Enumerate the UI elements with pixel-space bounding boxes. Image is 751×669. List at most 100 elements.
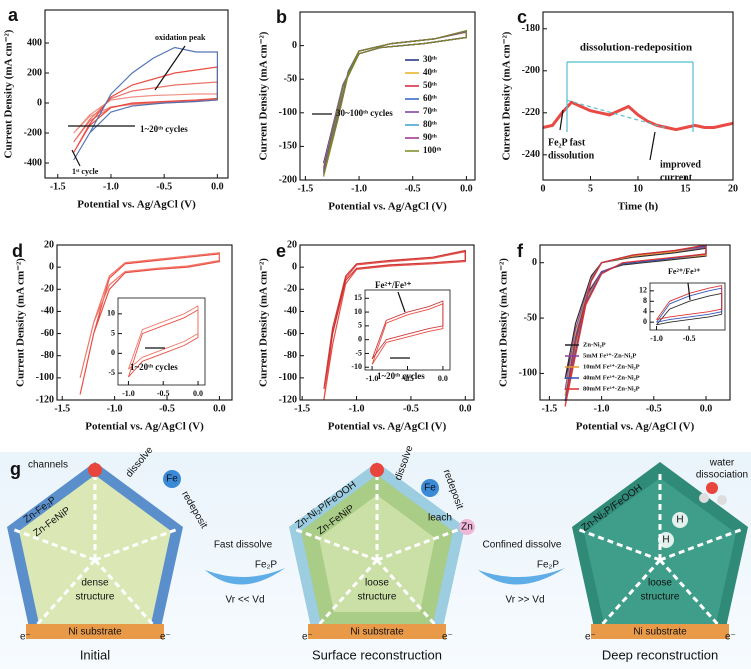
x-tick-label: -1.5 bbox=[54, 403, 70, 414]
y-tick-label: -20 bbox=[284, 284, 297, 295]
y-tick-label: -80 bbox=[41, 350, 54, 361]
zn-ion bbox=[459, 519, 475, 535]
annotation: Fe₂P fast bbox=[548, 137, 586, 148]
y-tick-label: -5 bbox=[355, 348, 362, 357]
arrow bbox=[559, 109, 564, 131]
annotation: 1~20ᵗʰ cycles bbox=[130, 362, 178, 372]
x-tick-label: 0 bbox=[541, 183, 546, 194]
annotation: dissolution bbox=[548, 150, 595, 161]
plot-frame bbox=[44, 9, 229, 179]
y-tick-label: 5 bbox=[358, 321, 362, 330]
electron: e⁻ bbox=[160, 632, 171, 643]
plot-frame bbox=[299, 11, 476, 181]
x-tick-label: -1.5 bbox=[541, 403, 557, 414]
y-tick-label: -60 bbox=[41, 328, 54, 339]
arrow bbox=[397, 291, 406, 313]
plot-frame bbox=[649, 282, 726, 331]
stage-initial: Ni substrate Zn-Fe₂P Zn-FeNiP dense stru… bbox=[7, 445, 209, 662]
series-line bbox=[323, 30, 467, 171]
x-tick-label: -0.5 bbox=[401, 374, 414, 383]
y-tick-label: 0 bbox=[37, 97, 42, 108]
legend-label: 80ᵗʰ bbox=[423, 119, 437, 129]
x-tick-label: -0.5 bbox=[403, 403, 419, 414]
x-tick-label: -1.0 bbox=[650, 334, 663, 343]
electron: e⁻ bbox=[302, 632, 313, 643]
annotation: 1~20ᵗʰ cycles bbox=[140, 124, 188, 134]
core-label: dense bbox=[81, 578, 109, 589]
x-tick-label: 15 bbox=[681, 183, 691, 194]
arrow bbox=[71, 149, 81, 167]
x-tick-label: -0.5 bbox=[646, 403, 662, 414]
y-tick-label: 0 bbox=[358, 334, 362, 343]
legend-label: 60ᵗʰ bbox=[423, 93, 437, 103]
y-tick-label: -100 bbox=[519, 368, 537, 379]
y-tick-label: -220 bbox=[522, 107, 540, 118]
x-tick-label: -1.0 bbox=[594, 403, 610, 414]
annotation: current bbox=[660, 172, 693, 183]
arrow bbox=[687, 282, 691, 301]
series-line bbox=[656, 285, 723, 321]
label: Fe bbox=[166, 474, 178, 485]
x-tick-label: -1.0 bbox=[122, 389, 135, 398]
series-line bbox=[323, 30, 467, 169]
x-tick-label: 0.0 bbox=[211, 181, 224, 192]
caption: Deep reconstruction bbox=[602, 647, 718, 662]
y-axis-label: Current Density (mA cm⁻²) bbox=[501, 31, 513, 160]
y-axis-label: Current Density (mA cm⁻²) bbox=[258, 31, 270, 160]
y-tick-label: 12 bbox=[639, 286, 647, 295]
core-label: structure bbox=[76, 592, 115, 603]
x-tick-label: -0.5 bbox=[156, 181, 172, 192]
y-tick-label: -180 bbox=[522, 23, 540, 34]
series-line bbox=[566, 99, 665, 129]
y-tick-label: -40 bbox=[284, 306, 297, 317]
x-axis-label: Potential vs. Ag/AgCl (V) bbox=[576, 421, 695, 433]
x-tick-label: 20 bbox=[728, 183, 738, 194]
x-tick-label: -1.0 bbox=[107, 403, 123, 414]
series-line bbox=[323, 30, 467, 173]
y-tick-label: -100 bbox=[279, 107, 297, 118]
y-tick-label: -150 bbox=[279, 141, 297, 152]
annotation: Fe²⁺/Fe³⁺ bbox=[375, 280, 412, 290]
x-tick-label: -1.5 bbox=[294, 403, 310, 414]
y-tick-label: -100 bbox=[279, 372, 297, 383]
rate: Vr >> Vd bbox=[505, 595, 544, 606]
y-tick-label: 0 bbox=[643, 317, 647, 326]
x-tick-label: -1.0 bbox=[351, 183, 367, 194]
transition-label: Fast dissolve bbox=[214, 540, 273, 551]
plot-frame bbox=[299, 244, 475, 401]
y-tick-label: -40 bbox=[41, 306, 54, 317]
substrate bbox=[308, 624, 446, 639]
substrate-label: Ni substrate bbox=[633, 627, 687, 638]
y-tick-label: 0 bbox=[532, 257, 537, 268]
x-axis-label: Time (h) bbox=[618, 201, 659, 213]
transition: Fast dissolve Fe₂P Vr << Vd bbox=[205, 540, 285, 606]
y-tick-label: 400 bbox=[27, 37, 42, 48]
inner-core bbox=[319, 495, 435, 612]
x-tick-label: 0.0 bbox=[459, 403, 472, 414]
substrate bbox=[26, 624, 164, 639]
core-label: loose bbox=[365, 578, 389, 589]
core-label: structure bbox=[641, 592, 680, 603]
series-line bbox=[323, 31, 467, 164]
label: dissociation bbox=[696, 470, 748, 481]
annotation: 30~100ᵗʰ cycles bbox=[336, 108, 393, 118]
arrow bbox=[154, 45, 186, 91]
electron: e⁻ bbox=[585, 632, 596, 643]
y-tick-label: -100 bbox=[36, 372, 54, 383]
series-line bbox=[127, 305, 199, 370]
x-tick-label: -0.5 bbox=[405, 183, 421, 194]
x-tick-label: 0.0 bbox=[700, 403, 713, 414]
x-tick-label: 5 bbox=[588, 183, 593, 194]
annotation: dissolution-redeposition bbox=[580, 42, 692, 54]
x-tick-label: -0.5 bbox=[159, 403, 175, 414]
legend-label: 90ᵗʰ bbox=[423, 132, 437, 142]
panel-label: d bbox=[12, 241, 23, 261]
oh-ion bbox=[88, 463, 102, 477]
series-line bbox=[323, 31, 467, 167]
y-axis-label: Current Density (mA cm⁻²) bbox=[3, 29, 15, 158]
legend-label: 70ᵗʰ bbox=[423, 106, 437, 116]
y-tick-label: -200 bbox=[24, 127, 42, 138]
x-tick-label: 0.0 bbox=[193, 389, 203, 398]
legend-label: 40ᵗʰ bbox=[423, 67, 437, 77]
legend-label: Zn-Ni₂P bbox=[583, 341, 606, 348]
